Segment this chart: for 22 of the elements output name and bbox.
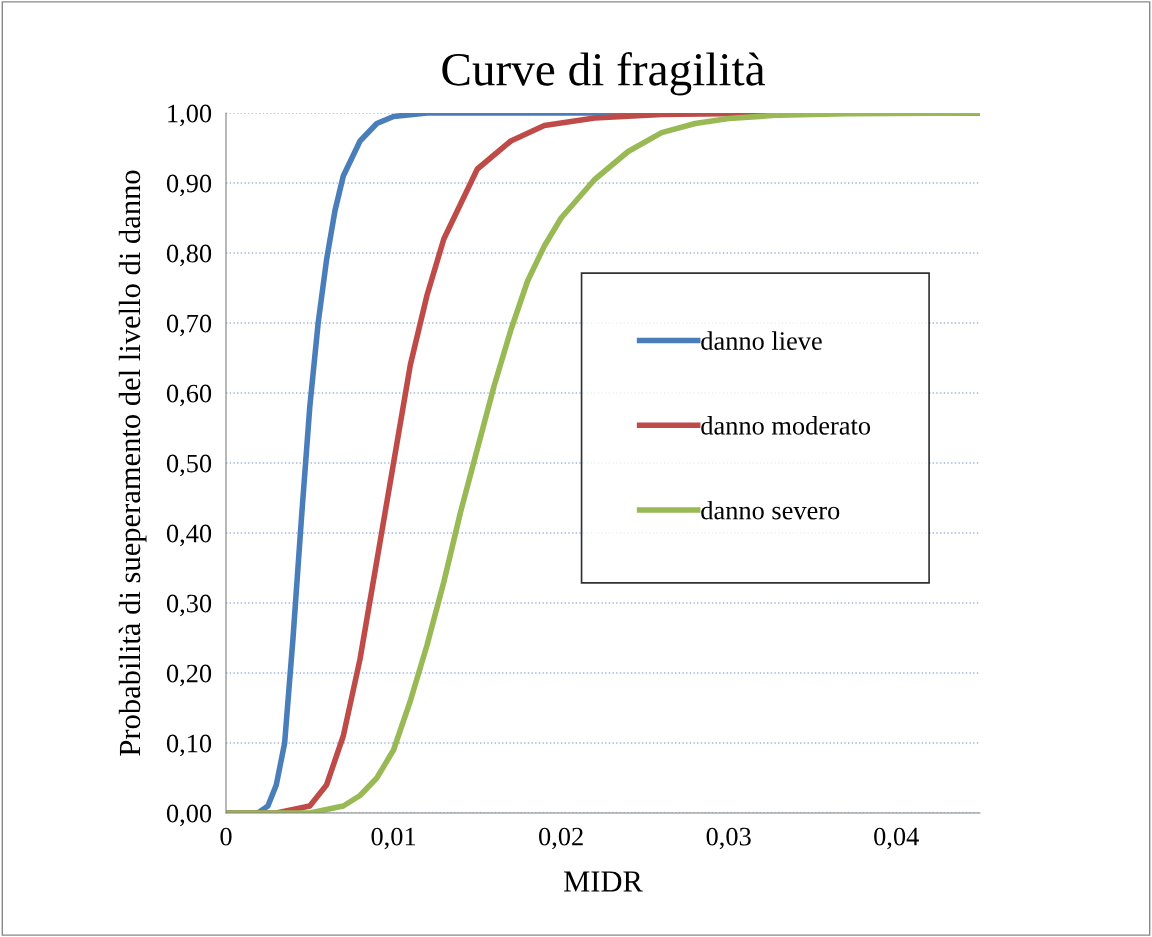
y-tick-label: 0,70 (166, 314, 212, 337)
y-tick-label: 0,20 (166, 664, 212, 687)
legend-label: danno moderato (701, 416, 871, 435)
y-tick-label: 0,40 (166, 524, 212, 547)
y-tick-label: 1,00 (168, 104, 212, 127)
y-tick-label: 0,80 (166, 244, 212, 267)
x-tick-label: 0,01 (371, 827, 416, 850)
y-tick-label: 0,30 (166, 594, 212, 617)
x-axis-title: MIDR (563, 871, 643, 892)
y-tick-label: 0,90 (166, 174, 212, 197)
legend-label: danno lieve (701, 331, 822, 350)
y-axis-title: Probabilità di sueperamento del livello di danno (118, 170, 147, 756)
x-tick-label: 0 (220, 827, 232, 846)
legend-label: danno severo (701, 500, 840, 520)
y-tick-label: 0,10 (166, 734, 212, 757)
x-tick-label: 0,04 (874, 827, 919, 850)
chart-title: Curve di fragilità (442, 51, 765, 96)
y-tick-label: 0,00 (166, 804, 212, 827)
y-tick-label: 0,50 (166, 454, 212, 477)
x-tick-label: 0,02 (539, 827, 583, 850)
y-tick-label: 0,60 (166, 384, 212, 407)
x-tick-label: 0,03 (706, 827, 751, 850)
